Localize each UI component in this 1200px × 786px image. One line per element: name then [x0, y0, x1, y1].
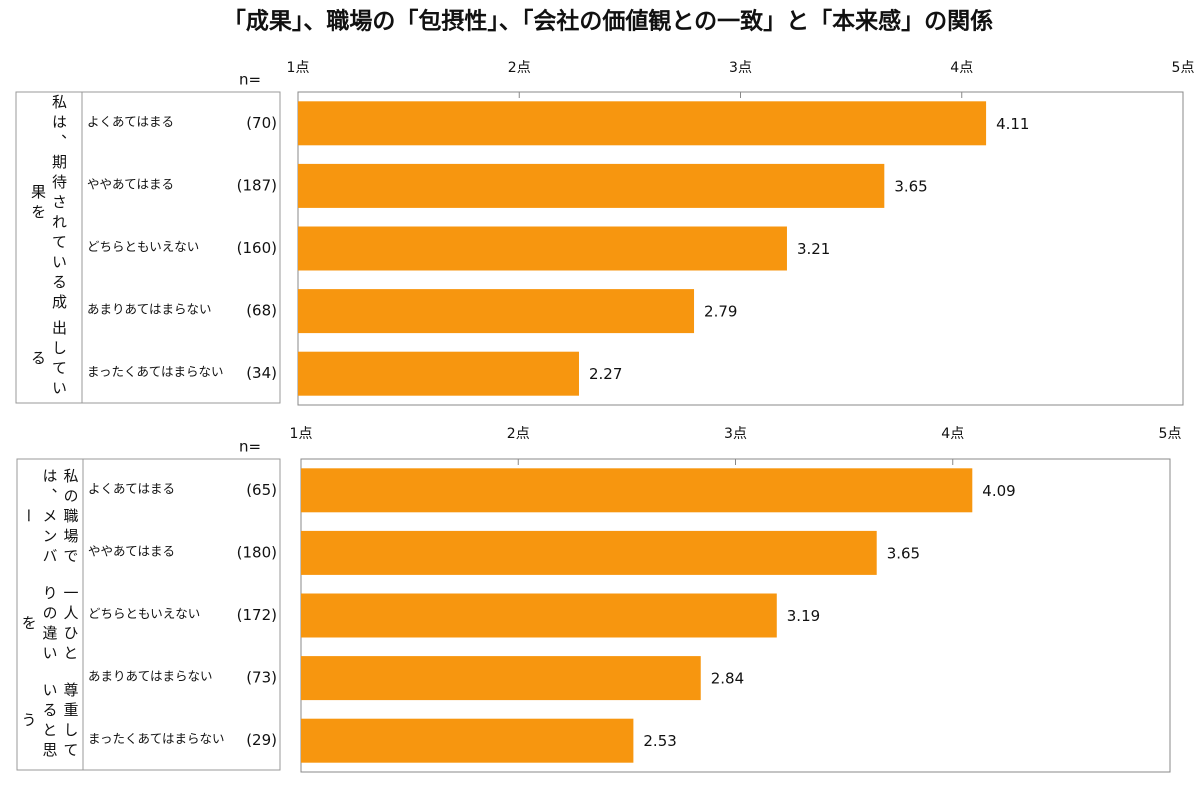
- n-label: (160): [237, 239, 277, 257]
- value-label: 3.19: [787, 607, 820, 625]
- x-tick-label: 1点: [287, 60, 310, 76]
- label-box: [15, 91, 281, 404]
- value-label: 2.79: [704, 303, 737, 321]
- n-label: (70): [246, 114, 277, 132]
- n-header: n=: [239, 71, 261, 89]
- x-tick-label: 3点: [724, 426, 747, 442]
- category-label: まったくあてはまらない: [88, 731, 225, 746]
- category-label: あまりあてはまらない: [87, 302, 212, 317]
- n-label: (29): [246, 731, 277, 749]
- n-header: n=: [239, 438, 261, 456]
- category-label: よくあてはまる: [88, 481, 175, 496]
- bar: [298, 289, 695, 334]
- group-label-line: 私は、期待されている成果を: [29, 94, 68, 315]
- n-label: (73): [246, 669, 277, 687]
- bar: [301, 593, 777, 638]
- x-tick-label: 2点: [508, 60, 531, 76]
- value-label: 4.09: [982, 482, 1015, 500]
- group-label: 私は、期待されている成果を出している: [16, 92, 82, 403]
- value-label: 3.21: [797, 240, 830, 258]
- category-label: よくあてはまる: [87, 114, 174, 129]
- bar: [301, 718, 634, 763]
- group-label-line: 出している: [29, 319, 68, 400]
- category-label: まったくあてはまらない: [87, 364, 224, 379]
- group-label: 私の職場では、メンバー一人ひとりの違いを 尊重していると思う: [17, 459, 83, 770]
- x-tick-label: 4点: [941, 426, 964, 442]
- category-label: あまりあてはまらない: [88, 669, 213, 684]
- value-label: 2.27: [589, 365, 622, 383]
- category-label: どちらともいえない: [87, 239, 199, 254]
- bar: [301, 530, 877, 575]
- category-label: ややあてはまる: [88, 543, 175, 558]
- bar: [301, 656, 701, 701]
- n-label: (172): [237, 606, 277, 624]
- group-label-line: 私の職場では、メンバー: [19, 467, 80, 568]
- bar: [298, 163, 885, 208]
- chart-title: 「成果」、職場の「包摂性」、「会社の価値観との一致」と「本来感」の関係: [223, 8, 993, 35]
- x-tick-label: 5点: [1172, 60, 1195, 76]
- x-tick-label: 5点: [1159, 426, 1182, 442]
- n-label: (68): [246, 302, 277, 320]
- category-label: ややあてはまる: [87, 176, 174, 191]
- x-tick-label: 3点: [729, 60, 752, 76]
- n-label: (34): [246, 364, 277, 382]
- group-label-line: 一人ひとりの違いを: [19, 585, 80, 666]
- value-label: 2.84: [711, 670, 744, 688]
- n-label: (180): [237, 543, 277, 561]
- category-label: どちらともいえない: [88, 606, 200, 621]
- bar: [301, 468, 973, 513]
- value-label: 3.65: [894, 177, 927, 195]
- bar: [298, 226, 787, 271]
- x-tick-label: 2点: [507, 426, 530, 442]
- x-tick-label: 4点: [950, 60, 973, 76]
- group-label-line: 尊重していると思う: [19, 681, 80, 762]
- bar: [298, 351, 579, 396]
- value-label: 2.53: [643, 732, 676, 750]
- n-label: (187): [237, 176, 277, 194]
- x-tick-label: 1点: [290, 426, 313, 442]
- bar: [298, 101, 987, 146]
- n-label: (65): [246, 481, 277, 499]
- label-box: [16, 458, 281, 771]
- value-label: 3.65: [887, 544, 920, 562]
- value-label: 4.11: [996, 115, 1029, 133]
